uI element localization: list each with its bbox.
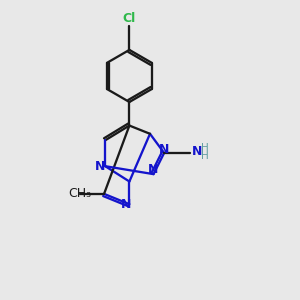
Text: H: H <box>201 143 209 153</box>
Text: N: N <box>159 143 169 156</box>
Text: N: N <box>191 145 202 158</box>
Text: N: N <box>148 163 159 176</box>
Text: H: H <box>201 152 209 161</box>
Text: N: N <box>95 160 105 173</box>
Text: CH₃: CH₃ <box>68 188 92 200</box>
Text: N: N <box>121 198 131 211</box>
Text: Cl: Cl <box>123 12 136 25</box>
